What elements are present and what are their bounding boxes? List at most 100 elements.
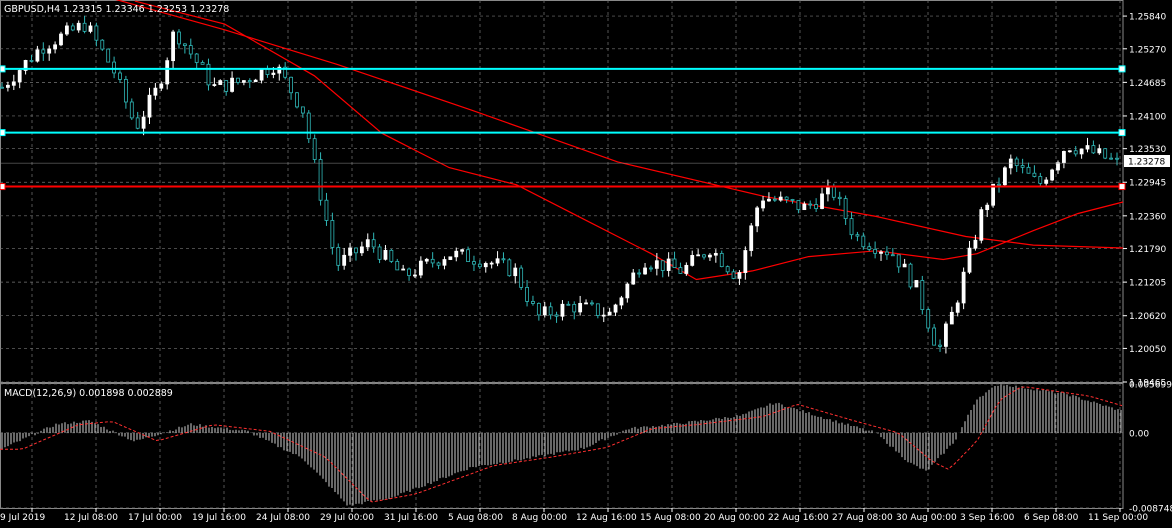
candle-body (283, 66, 288, 78)
candle-body (649, 267, 653, 270)
candle-body (123, 79, 128, 103)
candle-body (418, 260, 423, 276)
candle-body (743, 250, 748, 273)
candle-body (973, 239, 978, 249)
price-candles (0, 15, 1119, 354)
candle-body (206, 63, 211, 86)
time-axis-label: 17 Jul 00:00 (128, 513, 182, 523)
candle-body (702, 254, 706, 258)
price-axis-label: 1.21790 (1129, 245, 1166, 255)
candle-body (141, 116, 146, 129)
candle-body (212, 84, 217, 86)
candle-body (731, 271, 736, 279)
time-axis-label: 8 Aug 00:00 (512, 513, 567, 523)
candle-body (94, 25, 99, 41)
candle-body (112, 61, 116, 74)
candle-body (979, 209, 984, 241)
level-handle-left (0, 183, 6, 191)
time-axis-label: 3 Sep 16:00 (960, 513, 1015, 523)
price-axis-label: 1.25840 (1129, 13, 1166, 23)
candle-body (259, 68, 264, 81)
candle-body (59, 33, 63, 46)
candle-body (1014, 158, 1019, 166)
candle-body (82, 22, 87, 32)
candle-body (755, 207, 760, 227)
candle-body (247, 80, 252, 83)
candle-body (808, 203, 813, 206)
candle-body (460, 249, 465, 252)
candle-body (867, 246, 872, 250)
candle-body (967, 247, 972, 273)
candle-body (902, 263, 907, 268)
candle-body (1020, 165, 1025, 168)
candle-body (383, 249, 388, 260)
candle-body (1091, 145, 1096, 154)
candle-body (949, 311, 954, 325)
candle-body (660, 260, 665, 271)
candle-body (194, 53, 199, 63)
candle-body (70, 25, 75, 31)
horizontal-levels[interactable] (0, 65, 1126, 191)
time-axis-label: 31 Jul 16:00 (384, 513, 438, 523)
candle-body (572, 303, 577, 313)
candle-body (159, 83, 164, 89)
macd-signal-line (0, 386, 1123, 503)
chart-grid (0, 0, 1124, 509)
time-axis-label: 11 Sep 00:00 (1088, 513, 1148, 523)
slow-moving-average (115, 0, 1124, 249)
candle-body (436, 262, 441, 266)
time-axis-label: 15 Aug 08:00 (640, 513, 701, 523)
candle-body (1044, 179, 1049, 184)
candle-body (472, 261, 476, 265)
candle-body (932, 327, 937, 346)
candle-body (407, 268, 411, 276)
candle-body (76, 22, 81, 31)
macd-histogram (0, 384, 1123, 506)
macd-axis-label: 0.005699 (1129, 380, 1172, 390)
candle-body (595, 303, 600, 316)
candle-body (908, 263, 913, 288)
candle-body (613, 304, 618, 313)
candle-body (171, 31, 175, 62)
candle-body (348, 247, 352, 256)
candle-body (843, 198, 848, 220)
level-handle-left (0, 65, 6, 73)
time-axis-label: 30 Aug 00:00 (896, 513, 957, 523)
candle-body (477, 263, 482, 268)
candle-body (188, 45, 193, 55)
candle-body (330, 220, 335, 248)
price-axis-label: 1.22360 (1129, 212, 1166, 222)
candle-body (873, 248, 878, 254)
candle-body (424, 258, 429, 262)
candle-body (584, 302, 588, 305)
candle-body (501, 258, 506, 261)
candle-body (790, 199, 795, 201)
candle-body (1062, 151, 1066, 164)
candle-body (631, 272, 636, 285)
time-axis-label: 19 Jul 16:00 (192, 513, 246, 523)
candle-body (118, 72, 122, 80)
candle-body (253, 79, 258, 83)
candle-body (849, 218, 854, 236)
candle-body (654, 260, 659, 269)
candle-body (725, 266, 730, 273)
candle-body (507, 259, 512, 277)
candle-body (312, 138, 317, 160)
candle-body (601, 314, 606, 317)
candle-body (35, 49, 40, 62)
price-axis-label: 1.24100 (1129, 112, 1166, 122)
candle-body (719, 253, 724, 268)
candle-body (991, 183, 996, 206)
candle-body (678, 267, 683, 274)
price-axis-label: 1.25270 (1129, 45, 1166, 55)
candle-body (890, 254, 895, 257)
candle-body (643, 267, 647, 275)
candle-body (708, 254, 712, 258)
level-handle-left (0, 129, 6, 137)
candle-body (784, 196, 789, 200)
candle-body (926, 309, 931, 329)
candle-body (295, 92, 299, 108)
candle-body (200, 62, 205, 65)
candle-body (961, 271, 966, 304)
